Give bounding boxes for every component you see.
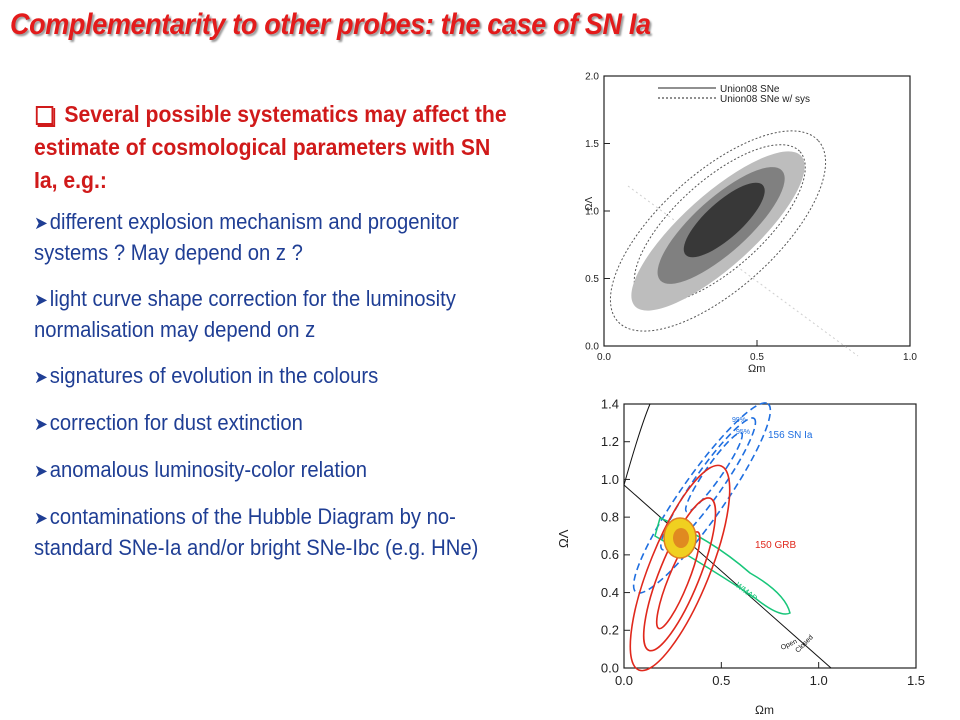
text-content: Several possible systematics may affect … [34, 98, 512, 579]
union08-contour-plot: Union08 SNe Union08 SNe w/ sys 0.0 0.5 1.0… [568, 66, 920, 376]
y-tick-label: 1.5 [585, 139, 599, 150]
x-tick-label: 1.0 [903, 352, 917, 363]
list-item-text: signatures of evolution in the colours [49, 363, 379, 388]
y-tick-label: 0.2 [601, 623, 619, 638]
list-item: ➤different explosion mechanism and proge… [34, 207, 512, 268]
x-tick-label: 0.5 [712, 673, 730, 688]
y-tick-label: 0.0 [585, 341, 599, 352]
y-tick-label: 0.4 [601, 585, 619, 600]
x-tick-label: 0.5 [750, 352, 764, 363]
legend-label: Union08 SNe w/ sys [720, 94, 810, 105]
checkbox-bullet-icon [35, 105, 54, 125]
arrow-bullet-icon: ➤ [34, 508, 48, 528]
list-item-text: different explosion mechanism and progen… [34, 209, 459, 265]
x-axis-label: Ωm [748, 363, 765, 375]
arrow-bullet-icon: ➤ [34, 414, 48, 434]
flat-universe-line [623, 484, 832, 669]
y-axis-label: ΩΛ [556, 529, 571, 548]
y-tick-label: 0.5 [585, 274, 599, 285]
list-item: ➤signatures of evolution in the colours [34, 361, 512, 392]
y-tick-label: 1.0 [601, 472, 619, 487]
boundary-curve [623, 403, 651, 486]
list-item: ➤contaminations of the Hubble Diagram by… [34, 502, 512, 563]
intro-paragraph: Several possible systematics may affect … [34, 98, 512, 197]
contour-68 [683, 182, 765, 258]
x-tick-label: 1.5 [907, 673, 925, 688]
slide-title: Complementarity to other probes: the cas… [10, 8, 651, 41]
x-tick-label: 1.0 [810, 673, 828, 688]
annotation-95: 95% [736, 429, 750, 436]
list-item-text: correction for dust extinction [49, 410, 303, 435]
x-tick-label: 0.0 [615, 673, 633, 688]
y-axis-label: ΩΛ [584, 197, 595, 211]
arrow-bullet-icon: ➤ [34, 213, 48, 233]
grb-contours [629, 464, 731, 672]
arrow-bullet-icon: ➤ [34, 367, 48, 387]
annotation-99: 99% [732, 417, 746, 424]
arrow-bullet-icon: ➤ [34, 290, 48, 310]
list-item: ➤correction for dust extinction [34, 408, 512, 439]
combined-contour-inner [673, 528, 689, 548]
y-tick-label: 1.4 [601, 396, 619, 411]
arrow-bullet-icon: ➤ [34, 461, 48, 481]
y-tick-label: 1.0 [585, 206, 599, 217]
y-tick-label: 0.8 [601, 509, 619, 524]
grb-sn-contour-plot: 156 SN Ia 150 GRB WMAP Closed Open 99% 9… [550, 388, 930, 718]
y-tick-label: 2.0 [585, 71, 599, 82]
axes: 0.0 0.5 1.0 0.0 0.5 1.0 1.5 2.0 [585, 71, 917, 363]
list-item-text: light curve shape correction for the lum… [34, 286, 456, 342]
y-tick-label: 1.2 [601, 434, 619, 449]
x-tick-label: 0.0 [597, 352, 611, 363]
annotation-grb: 150 GRB [755, 540, 796, 551]
list-item-text: anomalous luminosity-color relation [49, 457, 367, 482]
plot-frame [623, 403, 917, 669]
y-tick-label: 0.6 [601, 547, 619, 562]
axes: 0.0 0.5 1.0 1.5 0.0 0.2 0.4 0.6 0.8 1.0 1.2 1.4 [601, 396, 925, 688]
legend: Union08 SNe Union08 SNe w/ sys [658, 84, 810, 105]
legend-label: Union08 SNe [720, 84, 780, 95]
x-axis-label: Ωm [755, 703, 774, 717]
y-tick-label: 0.0 [601, 660, 619, 675]
list-item: ➤light curve shape correction for the lu… [34, 284, 512, 345]
list-item: ➤anomalous luminosity-color relation [34, 455, 512, 486]
intro-text: Several possible systematics may affect … [34, 101, 507, 193]
list-item-text: contaminations of the Hubble Diagram by … [34, 504, 479, 560]
annotation-sn: 156 SN Ia [768, 430, 813, 441]
sn-contours [632, 402, 772, 594]
